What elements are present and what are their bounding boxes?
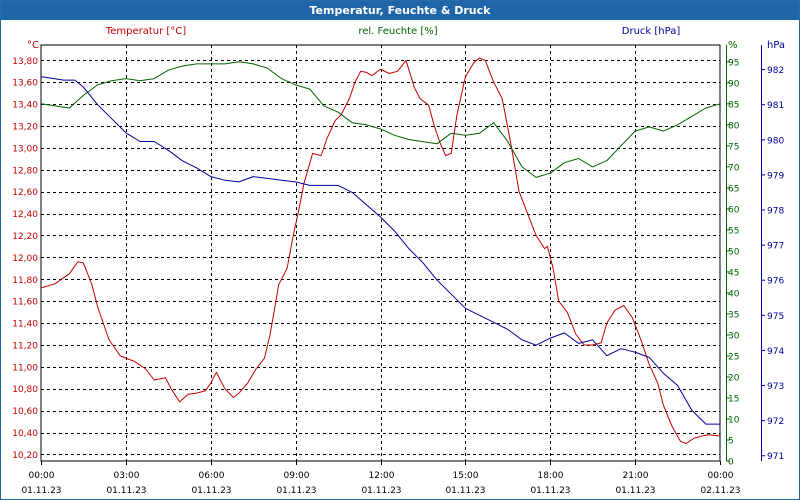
temperature-tick-label: 11,80: [12, 276, 38, 286]
temperature-tick-label: 11,40: [12, 320, 38, 330]
temperature-axis-title: Temperatur [°C]: [105, 26, 186, 37]
pressure-tick-label: 982: [767, 66, 784, 76]
temperature-tick-label: 10,80: [12, 385, 38, 395]
pressure-tick-label: 979: [767, 171, 784, 181]
x-tick-label-date: 01.11.23: [106, 486, 146, 496]
x-tick-label-time: 21:00: [623, 471, 649, 481]
x-tick-label-date: 01.11.23: [530, 486, 570, 496]
temperature-tick-label: 13,00: [12, 144, 38, 154]
pressure-axis-title: Druck [hPa]: [622, 26, 681, 37]
humidity-tick-label: 50: [728, 247, 740, 257]
temperature-tick-label: 12,40: [12, 210, 38, 220]
temperature-tick-label: 12,00: [12, 254, 38, 264]
temperature-tick-label: 10,20: [12, 451, 38, 461]
temperature-tick-label: 11,20: [12, 341, 38, 351]
humidity-tick-label: 10: [728, 415, 740, 425]
x-tick-label-time: 06:00: [199, 471, 225, 481]
x-tick-label-date: 01.11.23: [615, 486, 655, 496]
x-tick-label-date: 01.11.23: [361, 486, 401, 496]
pressure-unit-label: hPa: [767, 40, 785, 51]
x-tick-label-date: 01.11.23: [445, 486, 485, 496]
temperature-unit-label: °C: [27, 40, 39, 51]
pressure-tick-label: 974: [767, 347, 784, 357]
plot-area: [41, 45, 720, 461]
pressure-tick-label: 975: [767, 312, 784, 322]
x-tick-label-time: 00:00: [708, 471, 734, 481]
x-tick-label-date: 01.11.23: [191, 486, 231, 496]
x-tick-label-date: 01.11.23: [21, 486, 61, 496]
humidity-tick-label: 75: [728, 142, 739, 152]
chart-window: Temperatur, Feuchte & Druck 00:00 01.11.2…: [0, 0, 800, 500]
humidity-tick-label: 85: [728, 100, 739, 110]
x-tick-label-time: 12:00: [369, 471, 395, 481]
temperature-tick-label: 11,00: [12, 363, 38, 373]
temperature-tick-label: 13,60: [12, 79, 38, 89]
temperature-tick-label: 12,80: [12, 166, 38, 176]
humidity-tick-label: 95: [728, 58, 739, 68]
pressure-tick-label: 980: [767, 136, 784, 146]
pressure-tick-label: 971: [767, 452, 784, 462]
pressure-tick-label: 972: [767, 417, 784, 427]
humidity-tick-label: 60: [728, 205, 740, 215]
humidity-tick-label: 70: [728, 163, 740, 173]
temperature-tick-label: 13,40: [12, 101, 38, 111]
x-tick-label-time: 09:00: [284, 471, 310, 481]
x-tick-label-time: 15:00: [453, 471, 479, 481]
humidity-tick-label: 25: [728, 352, 739, 362]
x-tick-label-date: 01.11.23: [276, 486, 316, 496]
humidity-tick-label: 65: [728, 184, 739, 194]
pressure-tick-label: 977: [767, 242, 784, 252]
x-tick-label-time: 03:00: [114, 471, 140, 481]
humidity-tick-label: 20: [728, 373, 740, 383]
x-tick-label-time: 18:00: [538, 471, 564, 481]
pressure-tick-label: 973: [767, 382, 784, 392]
humidity-tick-label: 90: [728, 79, 740, 89]
chart-plot: 00:00 01.11.23 03:00 01.11.23 06:00 01.11.23 0…: [1, 1, 799, 499]
temperature-tick-label: 12,60: [12, 188, 38, 198]
temperature-tick-label: 13,20: [12, 123, 38, 133]
temperature-tick-label: 12,20: [12, 232, 38, 242]
pressure-tick-label: 976: [767, 277, 784, 287]
x-tick-label-date: 02.11.23: [700, 486, 740, 496]
humidity-tick-label: 15: [728, 394, 739, 404]
temperature-tick-label: 10,40: [12, 429, 38, 439]
humidity-tick-label: 40: [728, 289, 740, 299]
temperature-tick-label: 11,60: [12, 298, 38, 308]
humidity-axis-title: rel. Feuchte [%]: [358, 26, 437, 37]
pressure-tick-label: 978: [767, 206, 784, 216]
humidity-tick-label: 55: [728, 226, 739, 236]
pressure-tick-label: 981: [767, 101, 784, 111]
humidity-tick-label: 45: [728, 268, 739, 278]
humidity-unit-label: %: [728, 40, 738, 51]
humidity-tick-label: 30: [728, 331, 740, 341]
humidity-tick-label: 35: [728, 310, 739, 320]
humidity-tick-label: 0: [728, 458, 734, 468]
humidity-tick-label: 5: [728, 436, 734, 446]
x-tick-label-time: 00:00: [29, 471, 55, 481]
temperature-tick-label: 10,60: [12, 407, 38, 417]
humidity-tick-label: 80: [728, 121, 740, 131]
temperature-tick-label: 13,80: [12, 57, 38, 67]
